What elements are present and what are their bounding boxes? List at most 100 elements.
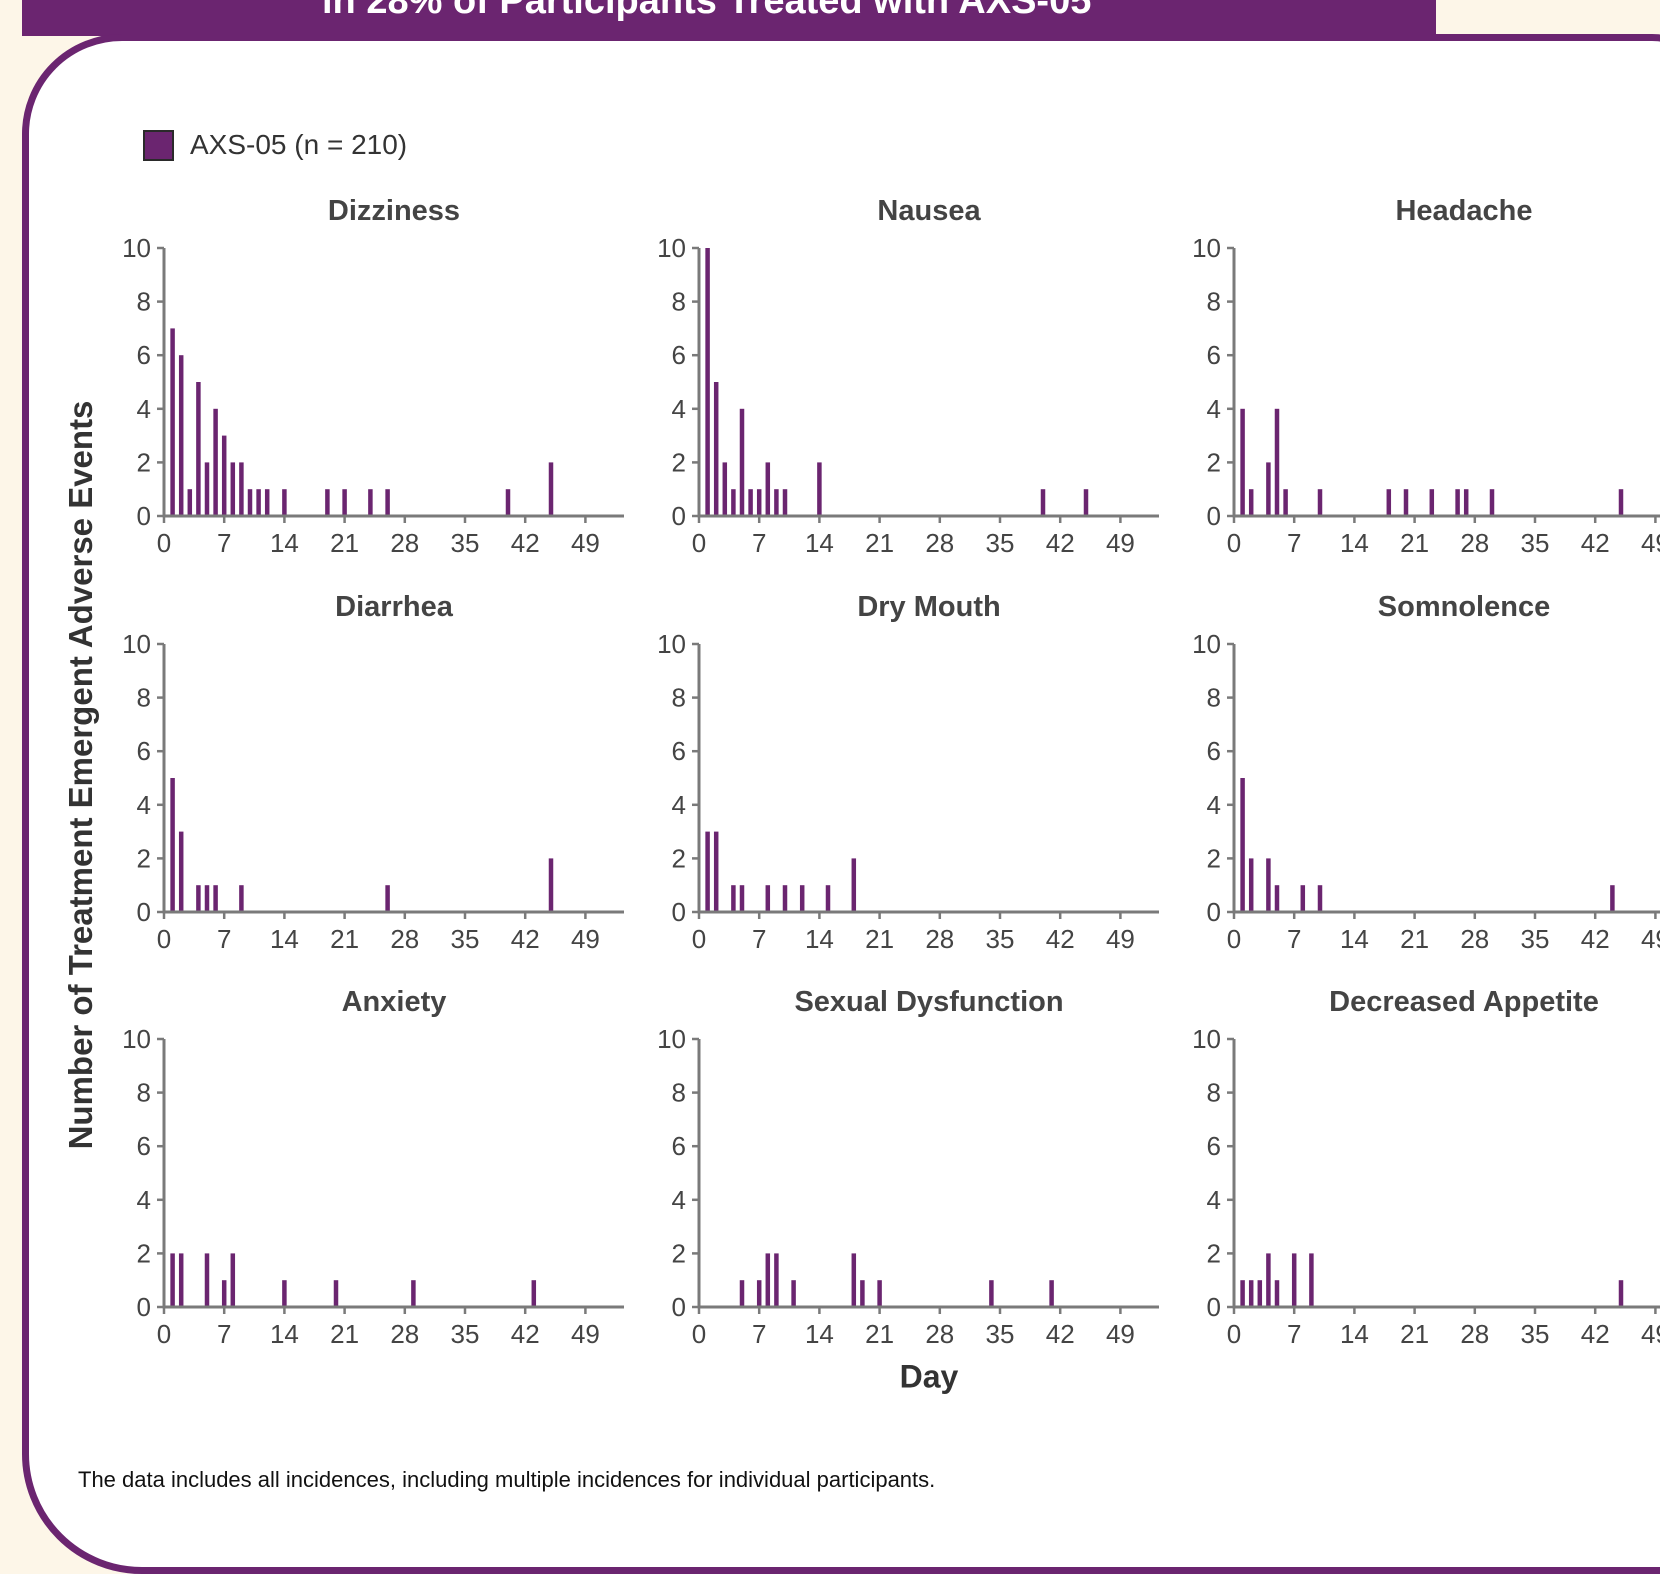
chart-dry-mouth-y-tick-label: 2 [672,843,686,873]
chart-nausea-bar [731,489,736,515]
chart-decreased-appetite-x-tick-label: 42 [1581,1319,1610,1349]
chart-nausea-bar [782,489,788,515]
chart-dizziness-bar [342,489,347,515]
chart-diarrhea-bar [385,885,390,911]
chart-headache: Headache 0 2 4 6 8 10 0 7 14 21 28 35 42 49 [1192,195,1660,558]
header-banner: in 28% of Participants Treated with AXS-… [22,0,1436,36]
chart-dizziness-bar [385,489,390,515]
chart-anxiety-y-tick-label: 10 [122,1024,151,1054]
chart-dizziness-bar [264,489,270,515]
chart-headache-title: Headache [1395,195,1532,227]
chart-headache-x-tick-label: 49 [1641,528,1660,558]
chart-diarrhea-y-tick-label: 2 [137,843,151,873]
chart-dry-mouth-bar [799,885,805,911]
chart-anxiety-bar [230,1253,236,1306]
chart-dizziness-x-tick-label: 28 [390,528,419,558]
chart-dry-mouth-bar [705,831,710,911]
chart-dry-mouth: Dry Mouth 0 2 4 6 8 10 0 7 14 21 28 35 42 49 [657,591,1159,954]
chart-anxiety-bar [221,1280,227,1306]
chart-decreased-appetite-y-tick-label: 6 [1207,1131,1221,1161]
chart-sexual-dysfunction: Sexual Dysfunction 0 2 4 6 8 10 0 7 14 21 28 35 42 49 [657,986,1159,1349]
chart-diarrhea-x-tick-label: 21 [330,924,359,954]
chart-headache-x-tick-label: 14 [1340,528,1369,558]
chart-nausea-bar [817,462,822,515]
chart-headache-x-tick-label: 0 [1227,528,1241,558]
chart-headache-bar [1317,489,1323,515]
chart-dizziness-bar [282,489,287,515]
chart-dizziness-y-tick-label: 6 [137,340,151,370]
chart-decreased-appetite-bar [1257,1280,1263,1306]
chart-anxiety-y-tick-label: 6 [137,1131,151,1161]
chart-headache-bar [1240,408,1245,515]
chart-dry-mouth-bar [713,831,719,911]
chart-diarrhea-x-tick-label: 0 [157,924,171,954]
chart-decreased-appetite-bar [1266,1253,1271,1306]
chart-dizziness-bar [256,489,261,515]
chart-dizziness-x-tick-label: 35 [451,528,480,558]
chart-sexual-dysfunction-y-tick-label: 0 [672,1292,686,1322]
chart-nausea-y-tick-label: 8 [672,287,686,317]
chart-decreased-appetite-x-tick-label: 0 [1227,1319,1241,1349]
chart-nausea-y-tick-label: 4 [672,394,686,424]
chart-somnolence-y-tick-label: 8 [1207,683,1221,713]
chart-dizziness-bar [204,462,210,515]
chart-sexual-dysfunction-x-tick-label: 28 [925,1319,954,1349]
chart-sexual-dysfunction-x-tick-label: 35 [986,1319,1015,1349]
chart-nausea-y-tick-label: 0 [672,501,686,531]
chart-dry-mouth-x-tick-label: 7 [752,924,766,954]
legend-label: AXS-05 (n = 210) [190,129,408,160]
chart-anxiety-x-tick-label: 21 [330,1319,359,1349]
chart-dizziness-bar [505,489,511,515]
chart-nausea-bar [722,462,728,515]
chart-sexual-dysfunction-x-tick-label: 14 [805,1319,834,1349]
chart-sexual-dysfunction-bar [765,1253,771,1306]
chart-anxiety-y-tick-label: 8 [137,1078,151,1108]
chart-headache-x-tick-label: 28 [1460,528,1489,558]
chart-sexual-dysfunction-bar [877,1280,882,1306]
chart-nausea-bar [705,248,710,515]
chart-decreased-appetite-y-tick-label: 2 [1207,1238,1221,1268]
chart-anxiety-x-tick-label: 35 [451,1319,480,1349]
chart-anxiety-bar [411,1280,416,1306]
chart-headache-bar [1283,489,1288,515]
chart-dizziness-y-tick-label: 0 [137,501,151,531]
chart-nausea-bar [748,489,753,515]
chart-sexual-dysfunction-bar [774,1253,779,1306]
chart-headache-bar [1429,489,1435,515]
chart-diarrhea-x-tick-label: 7 [217,924,231,954]
chart-somnolence-y-tick-label: 4 [1207,790,1221,820]
chart-dizziness-bar [187,489,193,515]
chart-dry-mouth-x-tick-label: 42 [1046,924,1075,954]
chart-anxiety-bar [282,1280,287,1306]
chart-somnolence-x-tick-label: 49 [1641,924,1660,954]
chart-sexual-dysfunction-y-tick-label: 6 [672,1131,686,1161]
chart-dry-mouth-x-tick-label: 49 [1106,924,1135,954]
chart-anxiety-y-tick-label: 0 [137,1292,151,1322]
chart-dizziness-bar [221,435,227,515]
chart-dry-mouth-bar [851,858,857,911]
chart-dizziness-bar [230,462,236,515]
chart-sexual-dysfunction-bar [1049,1280,1054,1306]
chart-decreased-appetite-y-tick-label: 4 [1207,1185,1221,1215]
content-panel [22,34,1660,1574]
chart-headache-y-tick-label: 6 [1207,340,1221,370]
chart-decreased-appetite-bar [1240,1280,1245,1306]
chart-dry-mouth-x-tick-label: 14 [805,924,834,954]
chart-decreased-appetite-bar [1618,1280,1624,1306]
chart-nausea-x-tick-label: 21 [865,528,894,558]
chart-diarrhea-y-tick-label: 8 [137,683,151,713]
chart-dry-mouth-title: Dry Mouth [857,591,1000,623]
chart-sexual-dysfunction-x-tick-label: 0 [692,1319,706,1349]
chart-diarrhea-bar [239,885,244,911]
chart-diarrhea-bar [213,885,218,911]
chart-dry-mouth-bar [825,885,831,911]
chart-anxiety-x-tick-label: 0 [157,1319,171,1349]
chart-headache-x-tick-label: 42 [1581,528,1610,558]
chart-sexual-dysfunction-bar [989,1280,994,1306]
x-axis-title: Day [899,1358,959,1395]
chart-decreased-appetite-bar [1291,1253,1297,1306]
chart-anxiety-bar [178,1253,184,1306]
chart-nausea-bar [739,408,745,515]
chart-headache-y-tick-label: 10 [1192,233,1221,263]
